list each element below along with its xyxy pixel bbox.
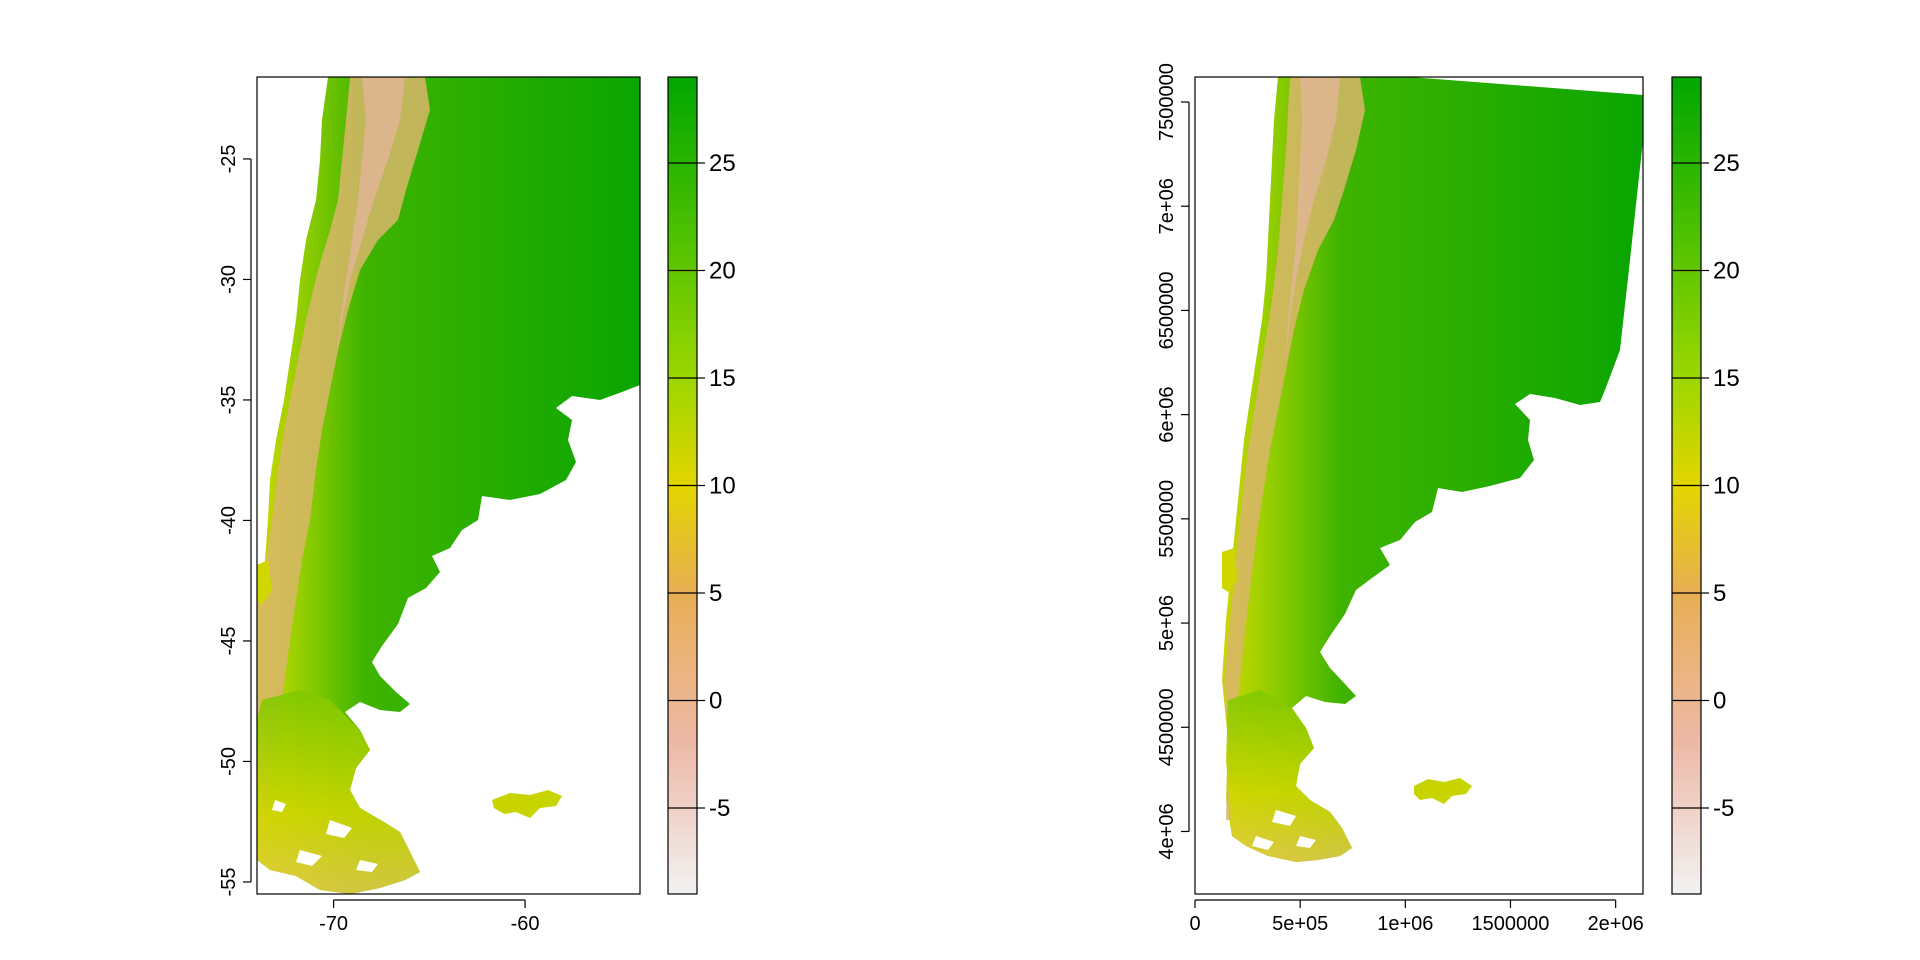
legend-tick-label: 5 — [1713, 580, 1726, 607]
y-tick-label: -35 — [218, 385, 240, 414]
legend-tick-label: 15 — [1713, 365, 1740, 392]
colorbar-right: -5 0 5 10 15 20 25 — [1671, 76, 1740, 895]
axes-right: 0 5e+05 1e+06 1500000 2e+06 4e+06 4500000 5e+06… — [1156, 63, 1644, 935]
colorbar-ticks-left: -5 0 5 10 15 20 25 — [668, 150, 736, 822]
plot-frame-left — [256, 76, 641, 895]
legend-tick-label: 25 — [709, 150, 736, 177]
andes-core — [336, 77, 405, 360]
falkland-islands — [492, 790, 562, 818]
western-islands — [257, 560, 272, 605]
legend-tick-label: 0 — [709, 688, 722, 715]
y-tick-label: 4e+06 — [1156, 803, 1178, 859]
x-tick-label: 0 — [1189, 913, 1200, 935]
x-tick-label: 5e+05 — [1272, 913, 1328, 935]
y-tick-label: 5e+06 — [1156, 595, 1178, 651]
plot-frame-right — [1194, 76, 1644, 895]
colorbar-left: -5 0 5 10 15 20 25 — [667, 76, 736, 895]
panel-projected: 0 5e+05 1e+06 1500000 2e+06 4e+06 4500000 5e+06… — [1156, 63, 1740, 935]
y-tick-label: 4500000 — [1156, 688, 1178, 766]
y-tick-label: 6e+06 — [1156, 387, 1178, 443]
axes-left: -70 -60 -25 -30 -35 -40 -45 -50 -55 — [218, 144, 540, 935]
andes-band — [1224, 77, 1365, 820]
raster-map-left — [257, 77, 640, 894]
y-tick-label: -40 — [218, 506, 240, 535]
raster-map-right — [1222, 77, 1643, 862]
x-tick-label: 1500000 — [1472, 913, 1550, 935]
x-tick-label: -60 — [511, 913, 540, 935]
fjord-gaps — [272, 800, 378, 872]
legend-tick-label: 5 — [709, 580, 722, 607]
x-tick-label: 1e+06 — [1377, 913, 1433, 935]
y-tick-label: -50 — [218, 747, 240, 776]
legend-tick-label: 20 — [709, 258, 736, 285]
fjord-gaps — [1252, 810, 1316, 850]
y-tick-label: -25 — [218, 144, 240, 173]
x-tick-label: -70 — [319, 913, 348, 935]
legend-tick-label: -5 — [1713, 795, 1734, 822]
legend-tick-label: 20 — [1713, 258, 1740, 285]
legend-tick-label: -5 — [709, 795, 730, 822]
y-tick-label: -30 — [218, 265, 240, 294]
legend-tick-label: 15 — [709, 365, 736, 392]
legend-tick-label: 0 — [1713, 688, 1726, 715]
y-tick-label: 6500000 — [1156, 271, 1178, 349]
south-region — [1226, 690, 1352, 862]
y-tick-label: 7500000 — [1156, 63, 1178, 141]
legend-tick-label: 25 — [1713, 150, 1740, 177]
y-tick-label: -55 — [218, 867, 240, 896]
south-region — [257, 690, 420, 894]
falkland-islands — [1414, 778, 1472, 804]
y-tick-label: 5500000 — [1156, 480, 1178, 558]
y-tick-label: 7e+06 — [1156, 178, 1178, 234]
legend-tick-label: 10 — [1713, 473, 1740, 500]
western-islands — [1222, 548, 1238, 592]
x-tick-label: 2e+06 — [1588, 913, 1644, 935]
colorbar-ticks-right: -5 0 5 10 15 20 25 — [1672, 150, 1740, 822]
andes-core — [1286, 77, 1340, 360]
legend-tick-label: 10 — [709, 473, 736, 500]
y-tick-label: -45 — [218, 626, 240, 655]
land-mass — [1222, 77, 1643, 862]
